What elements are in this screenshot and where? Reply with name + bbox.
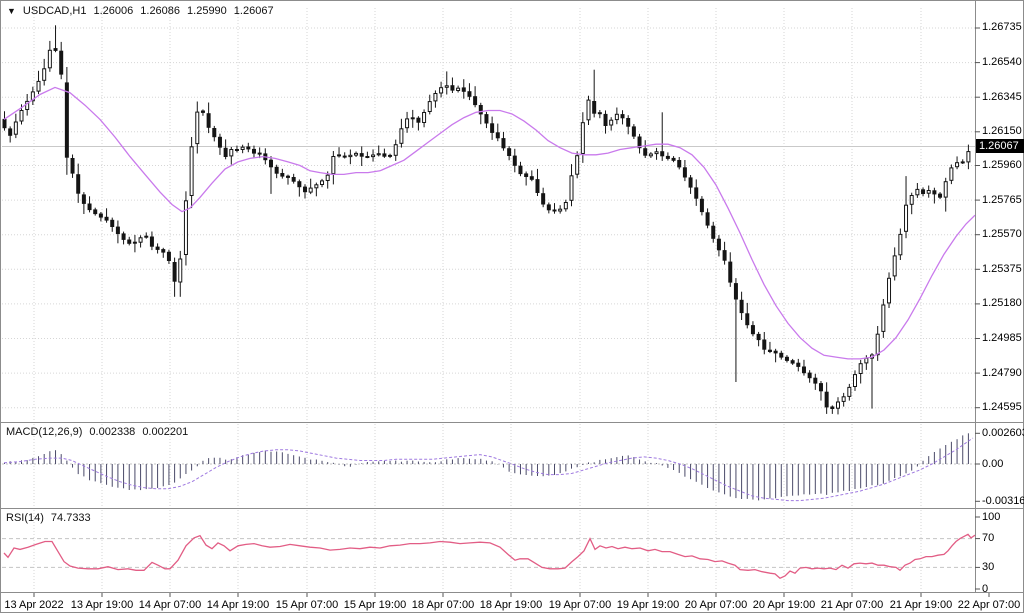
- rsi-level-lines: [2, 538, 975, 568]
- current-price-text: 1.26067: [979, 140, 1019, 152]
- macd-name: MACD(12,26,9): [6, 426, 83, 438]
- ma-overlay: [3, 86, 976, 360]
- rsi-indicator-label: RSI(14) 74.7333: [6, 512, 91, 524]
- rsi-series: [3, 533, 976, 579]
- ohlc-high: 1.26086: [140, 5, 181, 17]
- macd-value-signal: 0.002201: [142, 426, 189, 438]
- ohlc-close: 1.26067: [233, 5, 274, 17]
- candlestick-series: [2, 25, 971, 415]
- ohlc-low: 1.25990: [187, 5, 227, 17]
- grid-lines: [2, 8, 975, 591]
- rsi-line: [3, 533, 976, 579]
- macd-signal-line: [3, 437, 974, 502]
- macd-value-main: 0.002338: [89, 426, 136, 438]
- axis-tick-marks: [33, 27, 990, 597]
- current-price-tag: 1.26067: [976, 139, 1024, 153]
- rsi-value: 74.7333: [50, 512, 91, 524]
- macd-signal: [3, 437, 974, 502]
- rsi-name: RSI(14): [6, 512, 44, 524]
- ma-line: [3, 86, 976, 360]
- ohlc-readout: 1.26006 1.26086 1.25990 1.26067: [94, 5, 274, 17]
- symbol-timeframe-label: USDCAD,H1: [22, 5, 87, 17]
- macd-indicator-label: MACD(12,26,9) 0.002338 0.002201: [6, 426, 188, 438]
- chart-header: ▼ USDCAD,H1 1.26006 1.26086 1.25990 1.26…: [7, 5, 274, 17]
- symbol-dropdown-icon[interactable]: ▼: [7, 5, 16, 16]
- ohlc-open: 1.26006: [93, 5, 134, 17]
- macd-histogram: [4, 433, 969, 501]
